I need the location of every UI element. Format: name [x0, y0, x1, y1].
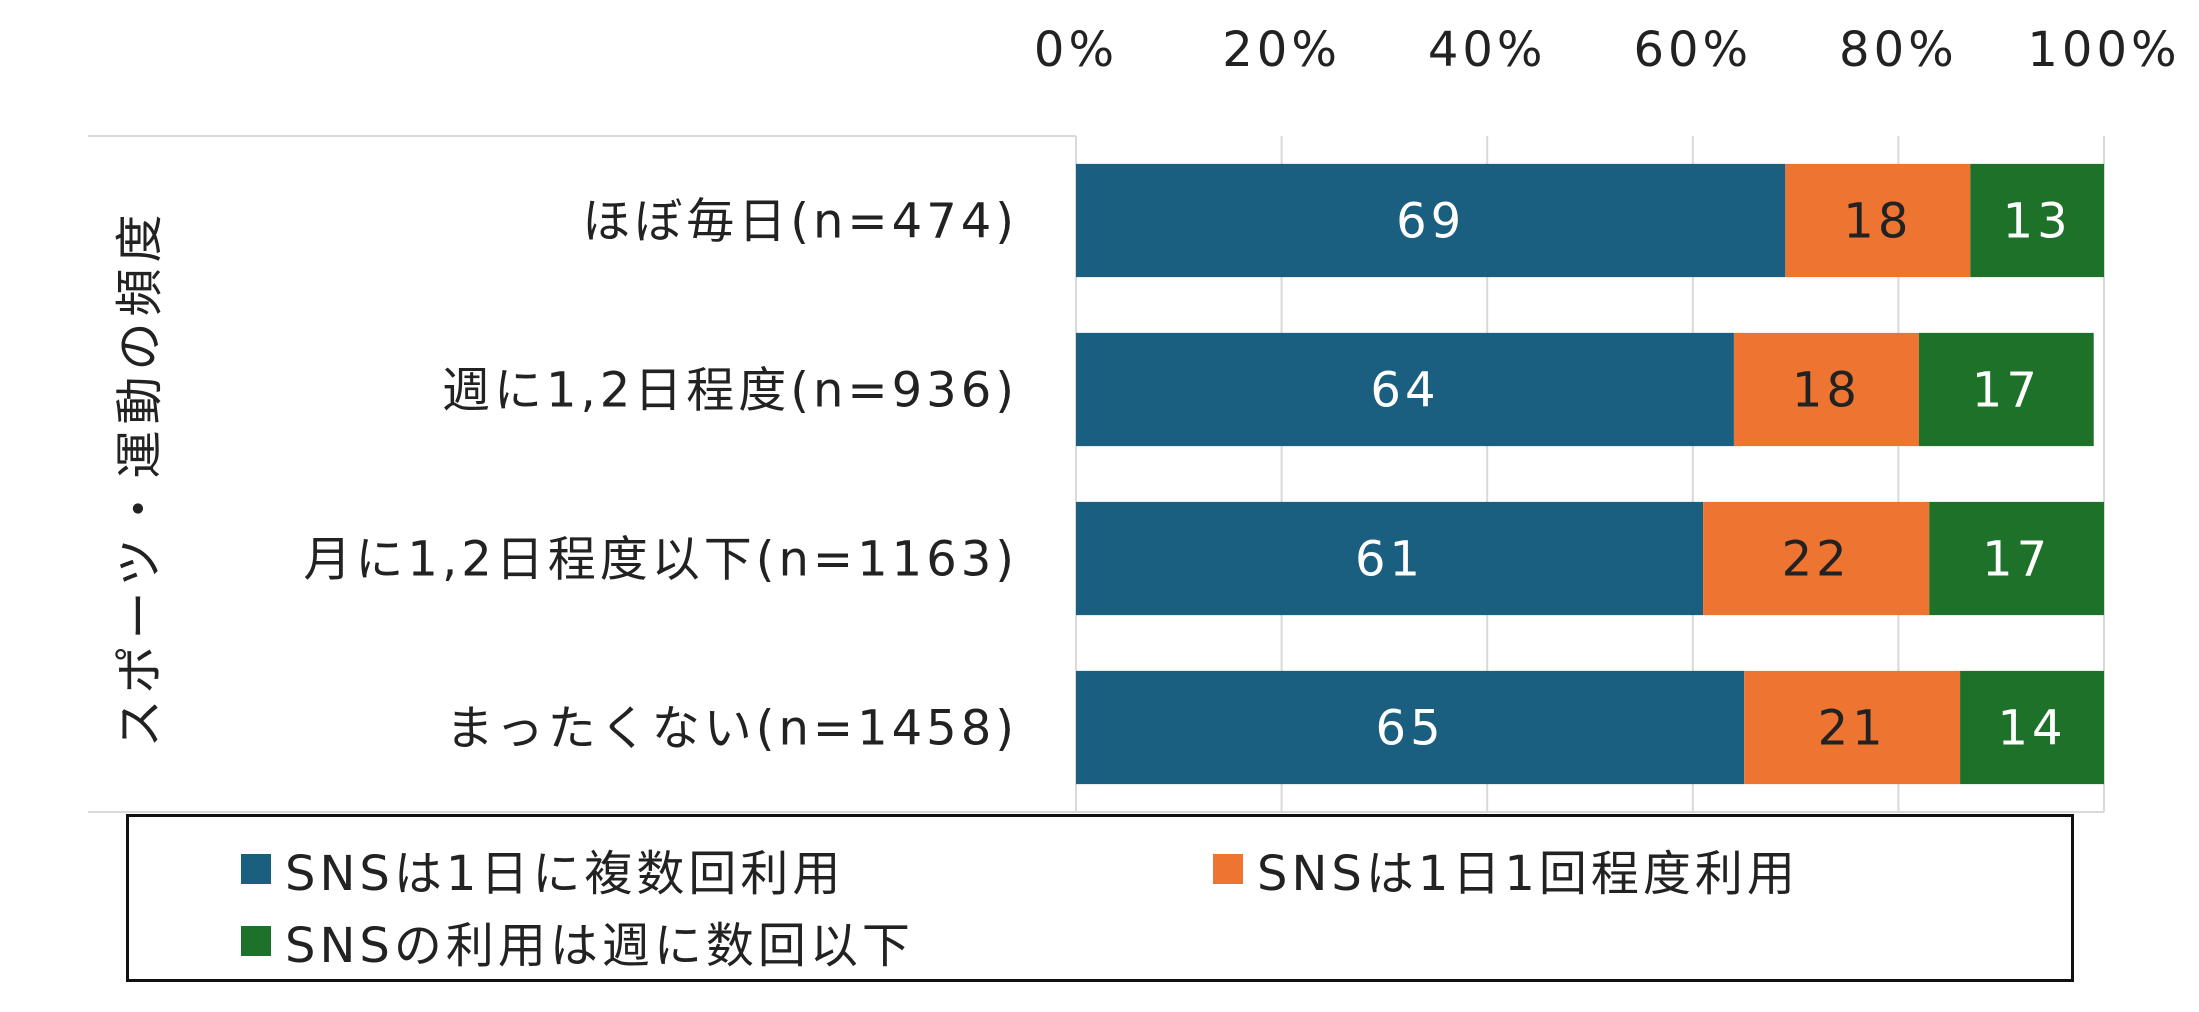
category-labels: ほぼ毎日(n=474) 週に1,2日程度(n=936) 月に1,2日程度以下(n=1… [303, 194, 1018, 757]
x-tick-label: 80% [1839, 22, 1958, 78]
bar-segment [1703, 501, 1930, 616]
data-label: 13 [2003, 194, 2072, 250]
bars [1076, 163, 2104, 785]
legend-label: SNSは1日に複数回利用 [285, 846, 845, 902]
legend: SNSは1日に複数回利用 SNSは1日1回程度利用 SNSの利用は週に数回以下 [126, 814, 2074, 982]
data-label: 65 [1376, 701, 1445, 757]
bar-segment [1960, 670, 2104, 785]
category-label: 週に1,2日程度(n=936) [442, 363, 1018, 419]
bar-segment [1744, 670, 1961, 785]
bar-segment [1076, 163, 1786, 278]
data-label: 17 [1982, 532, 2051, 588]
data-label: 69 [1396, 194, 1465, 250]
data-label: 21 [1818, 701, 1887, 757]
category-label: 月に1,2日程度以下(n=1163) [303, 532, 1018, 588]
legend-swatch [1213, 854, 1243, 884]
x-tick-label: 40% [1428, 22, 1547, 78]
x-tick-label: 20% [1222, 22, 1341, 78]
bar-segment [1929, 501, 2104, 616]
bar-segment [1076, 332, 1734, 447]
legend-label: SNSは1日1回程度利用 [1257, 846, 1799, 902]
bar-segment [1918, 332, 2094, 447]
x-tick-label: 0% [1034, 22, 1118, 78]
legend-swatch [241, 854, 271, 884]
data-labels: 69 18 13 64 18 17 61 22 17 65 21 14 [1355, 194, 2072, 757]
legend-item-multiple-daily: SNSは1日に複数回利用 [241, 839, 844, 902]
legend-item-weekly-or-less: SNSの利用は週に数回以下 [241, 911, 914, 974]
data-label: 18 [1792, 363, 1861, 419]
legend-item-once-daily: SNSは1日1回程度利用 [1213, 839, 1799, 902]
category-label: ほぼ毎日(n=474) [582, 194, 1018, 250]
bar-segment [1970, 163, 2104, 278]
data-label: 22 [1782, 532, 1851, 588]
category-label: まったくない(n=1458) [446, 701, 1018, 757]
x-tick-label: 100% [2027, 22, 2180, 78]
bar-segment [1785, 163, 1971, 278]
data-label: 17 [1972, 363, 2041, 419]
legend-swatch [241, 926, 271, 956]
data-label: 14 [1998, 701, 2067, 757]
y-axis-title: スポーツ・運動の頻度 [112, 208, 168, 747]
data-label: 18 [1843, 194, 1912, 250]
bar-segment [1733, 332, 1919, 447]
data-label: 61 [1355, 532, 1424, 588]
x-tick-label: 60% [1633, 22, 1752, 78]
bar-segment [1076, 670, 1745, 785]
x-axis-ticks: 0% 20% 40% 60% 80% 100% [1034, 22, 2180, 78]
bar-segment [1076, 501, 1704, 616]
data-label: 64 [1370, 363, 1439, 419]
legend-label: SNSの利用は週に数回以下 [285, 918, 914, 974]
